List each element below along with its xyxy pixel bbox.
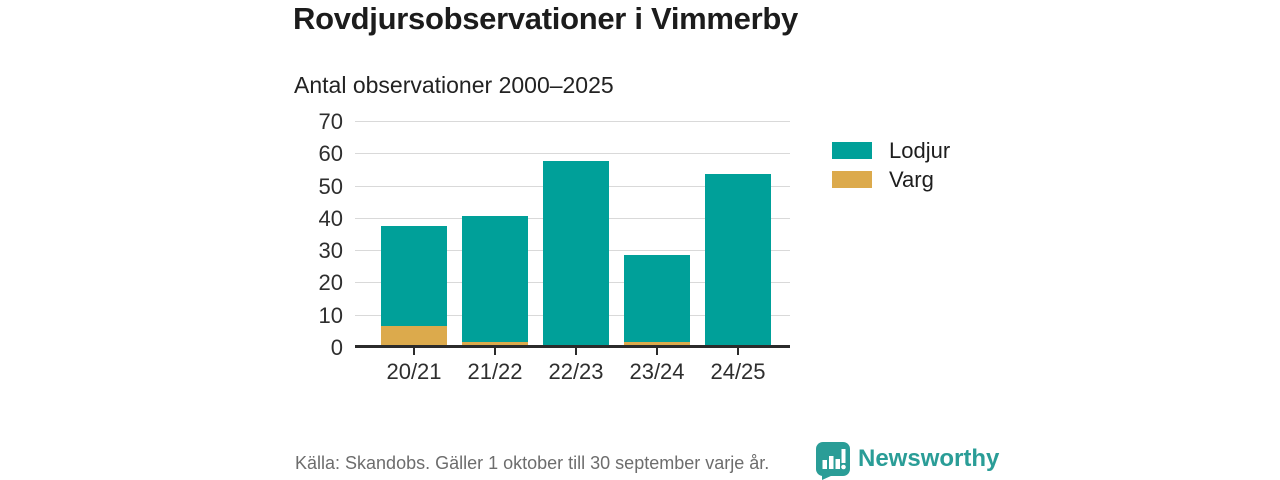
legend-item-lodjur: Lodjur [832,137,951,163]
legend-swatch-varg [832,171,872,188]
y-tick-label: 30 [318,238,343,264]
y-tick-label: 10 [318,302,343,328]
x-axis-tick [413,348,415,355]
source-note: Källa: Skandobs. Gäller 1 oktober till 3… [295,453,770,473]
chart-title: Rovdjursobservationer i Vimmerby [293,1,798,36]
x-axis-tick [575,348,577,355]
x-tick-label: 22/23 [548,359,604,384]
legend-label-lodjur: Lodjur [889,137,951,163]
y-tick-label: 40 [318,205,343,231]
bar-segment-lodjur [543,160,609,345]
plot-area: 0 10 20 30 40 50 60 70 20/21 21/22 22/23 23/24 24/25 [319,111,790,384]
y-tick-label: 0 [330,335,343,360]
y-tick-label: 50 [318,173,343,199]
chart-subtitle: Antal observationer 2000–2025 [294,72,614,98]
bar-segment-lodjur [624,254,690,342]
y-tick-label: 70 [318,109,343,134]
bar-segment-varg [624,341,690,345]
brand-lockup: Newsworthy [816,442,999,480]
y-tick-label: 60 [318,141,343,167]
legend-item-varg: Varg [832,166,950,192]
x-tick-label: 20/21 [386,359,442,384]
legend-swatch-lodjur [832,142,872,159]
x-axis-tick [737,348,739,355]
legend-label-varg: Varg [889,166,934,192]
x-tick-label: 21/22 [467,359,523,384]
x-axis-tick [494,348,496,355]
x-axis-tick [656,348,658,355]
bar-segment-lodjur [462,215,528,342]
legend: Lodjur Varg [832,137,951,200]
brand-name: Newsworthy [858,445,1000,472]
bar-segment-varg [462,341,528,345]
gridline [355,121,790,122]
bar-segment-lodjur [705,173,771,345]
x-axis-line [355,345,790,348]
bar-segment-lodjur [381,225,447,326]
y-tick-label: 20 [318,270,343,296]
bar-segment-varg [381,325,447,345]
newsworthy-logo-icon [816,442,850,480]
x-tick-label: 24/25 [710,359,766,384]
x-tick-label: 23/24 [629,359,685,384]
gridline [355,153,790,155]
